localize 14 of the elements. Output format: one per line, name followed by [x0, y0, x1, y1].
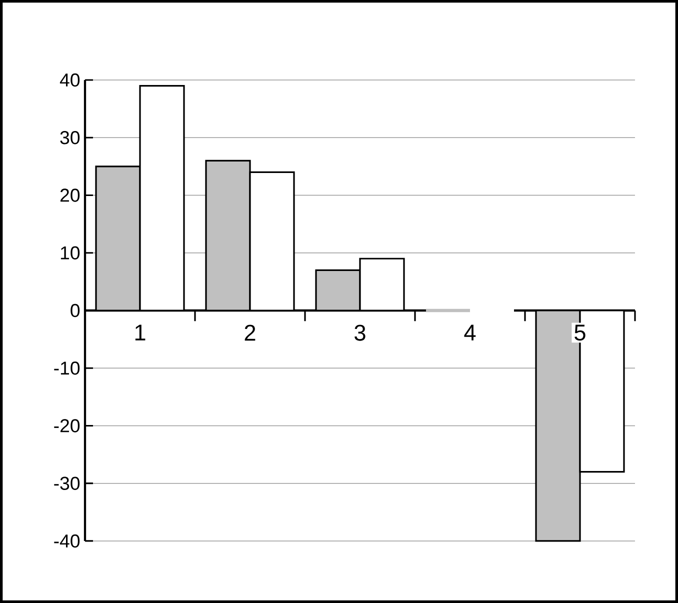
x-tick-label: 5 [574, 324, 586, 341]
y-tick-label: -40 [54, 534, 80, 548]
y-tick-label: 30 [60, 131, 80, 144]
x-tick-label: 4 [464, 324, 476, 340]
x-tick-label: 2 [244, 324, 256, 341]
x-tick-label: 3 [354, 324, 366, 341]
y-tick-label: 20 [60, 188, 80, 202]
y-tick-label: 0 [70, 304, 80, 318]
x-tick-label: 1 [135, 324, 146, 340]
y-tick-label: 10 [60, 246, 80, 260]
y-tick-label: -10 [54, 361, 80, 375]
y-tick-label: -30 [54, 476, 80, 490]
y-tick-label: -20 [54, 419, 80, 432]
y-tick-label: 40 [60, 73, 80, 87]
